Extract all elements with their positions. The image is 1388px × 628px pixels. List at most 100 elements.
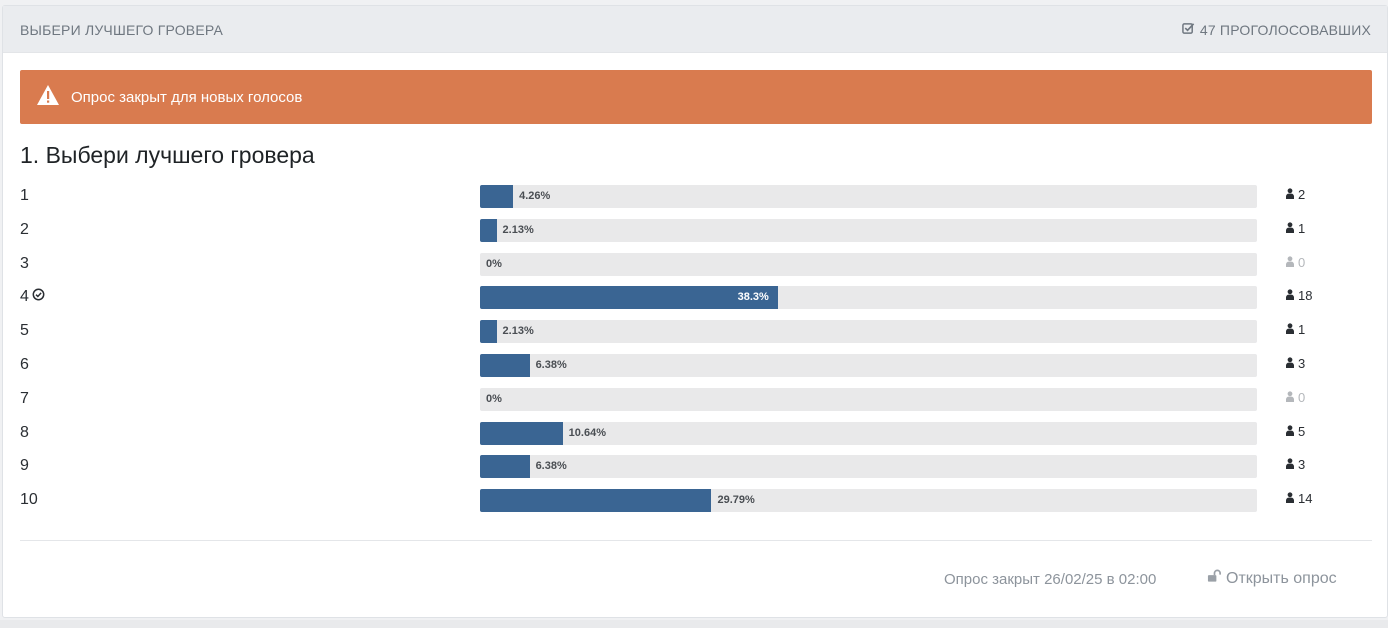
percent-label: 29.79% — [717, 494, 755, 507]
poll-header: Выбери лучшего гровера 47 проголосовавши… — [3, 6, 1387, 53]
closed-date-text: Опрос закрыт 26/02/25 в 02:00 — [944, 571, 1157, 588]
vote-count: 3 — [1286, 457, 1305, 472]
option-label: 5 — [20, 322, 29, 340]
percent-label: 6.38% — [535, 460, 567, 473]
user-icon — [1286, 390, 1294, 405]
user-icon — [1286, 322, 1294, 337]
progress-track: 6.38% — [480, 354, 1257, 377]
option-row: 8 10.64% 5 — [20, 421, 1372, 446]
user-icon — [1286, 288, 1294, 303]
progress-fill — [480, 320, 497, 344]
option-label: 8 — [20, 424, 29, 442]
vote-count-text: 14 — [1298, 491, 1313, 507]
vote-count: 14 — [1286, 491, 1312, 506]
progress-track: 2.13% — [480, 218, 1257, 242]
option-row: 5 2.13% 1 — [20, 320, 1372, 344]
vote-count: 5 — [1286, 424, 1305, 439]
bottom-strip — [0, 620, 1388, 628]
percent-label: 2.13% — [502, 223, 534, 236]
option-label: 7 — [20, 390, 29, 408]
option-label: 3 — [20, 255, 29, 273]
option-row: 4 38.3% 18 — [20, 286, 1372, 310]
option-label-text: 6 — [20, 356, 29, 373]
percent-label: 2.13% — [502, 325, 534, 338]
user-icon — [1286, 221, 1294, 236]
vote-count: 0 — [1286, 255, 1305, 270]
progress-track: 2.13% — [480, 320, 1257, 344]
option-label-text: 9 — [20, 457, 29, 475]
progress-track: 38.3% — [480, 286, 1257, 310]
progress-track: 6.38% — [480, 455, 1257, 479]
check-square-icon — [1182, 22, 1195, 38]
vote-count-text: 5 — [1298, 423, 1306, 439]
option-label-text: 3 — [20, 254, 29, 272]
vote-count-text: 3 — [1298, 457, 1306, 473]
option-row: 9 6.38% 3 — [20, 455, 1372, 479]
unlock-icon — [1207, 569, 1222, 588]
progress-track: 4.26% — [480, 185, 1257, 208]
user-icon — [1286, 255, 1294, 270]
progress-track: 29.79% — [480, 489, 1257, 513]
vote-count: 18 — [1286, 288, 1312, 303]
vote-count: 3 — [1286, 356, 1305, 371]
voters-count: 47 проголосовавших — [1182, 22, 1371, 38]
option-row: 10 29.79% 14 — [20, 489, 1372, 513]
vote-count-text: 1 — [1298, 220, 1306, 236]
progress-track: 10.64% — [480, 421, 1257, 445]
progress-fill — [480, 286, 778, 310]
vote-count: 1 — [1286, 221, 1305, 236]
vote-count-text: 0 — [1298, 254, 1306, 270]
option-row: 1 4.26% 2 — [20, 185, 1372, 209]
poll-closed-alert: Опрос закрыт для новых голосов — [20, 70, 1372, 124]
poll-panel: Выбери лучшего гровера 47 проголосовавши… — [2, 5, 1388, 618]
option-label-text: 1 — [20, 187, 29, 204]
percent-label: 0% — [486, 257, 502, 270]
user-icon — [1286, 491, 1294, 506]
progress-fill — [480, 185, 514, 208]
vote-count-text: 1 — [1298, 322, 1306, 338]
percent-label: 4.26% — [519, 190, 551, 202]
divider — [20, 540, 1372, 541]
progress-track: 0% — [480, 252, 1257, 276]
percent-label: 0% — [486, 392, 502, 405]
progress-fill — [480, 489, 712, 513]
percent-label: 38.3% — [737, 291, 769, 304]
user-icon — [1286, 424, 1294, 439]
option-row: 3 0% 0 — [20, 252, 1372, 277]
option-label-text: 7 — [20, 389, 29, 407]
voters-label: 47 проголосовавших — [1199, 22, 1371, 38]
option-label-text: 5 — [20, 322, 29, 340]
user-icon — [1286, 356, 1294, 371]
vote-count-text: 0 — [1298, 389, 1306, 405]
progress-fill — [480, 421, 563, 445]
warning-icon — [36, 84, 71, 110]
option-label-text: 4 — [20, 288, 29, 306]
vote-count-text: 18 — [1298, 288, 1313, 304]
option-row: 7 0% 0 — [20, 387, 1372, 412]
user-icon — [1286, 187, 1294, 202]
progress-fill — [480, 354, 530, 377]
option-label: 10 — [20, 491, 38, 509]
question-title: 1. Выбери лучшего гровера — [20, 142, 315, 168]
vote-count: 1 — [1286, 322, 1305, 337]
option-label-text: 10 — [20, 491, 38, 509]
option-label: 9 — [20, 457, 29, 475]
option-row: 2 2.13% 1 — [20, 218, 1372, 243]
option-label: 4 — [20, 288, 45, 306]
user-icon — [1286, 457, 1294, 472]
option-label-text: 2 — [20, 220, 29, 238]
alert-text: Опрос закрыт для новых голосов — [71, 88, 303, 106]
percent-label: 6.38% — [535, 359, 567, 371]
option-label-text: 8 — [20, 423, 29, 441]
option-label: 2 — [20, 221, 29, 239]
vote-count-text: 2 — [1298, 187, 1306, 202]
vote-count: 2 — [1286, 187, 1305, 202]
check-circle-icon — [32, 288, 45, 306]
option-row: 6 6.38% 3 — [20, 354, 1372, 378]
open-poll-button[interactable]: Открыть опрос — [1207, 569, 1337, 588]
open-poll-label: Открыть опрос — [1226, 569, 1337, 587]
option-label: 6 — [20, 356, 29, 374]
progress-fill — [480, 218, 497, 242]
poll-title: Выбери лучшего гровера — [20, 22, 224, 38]
vote-count: 0 — [1286, 390, 1305, 405]
